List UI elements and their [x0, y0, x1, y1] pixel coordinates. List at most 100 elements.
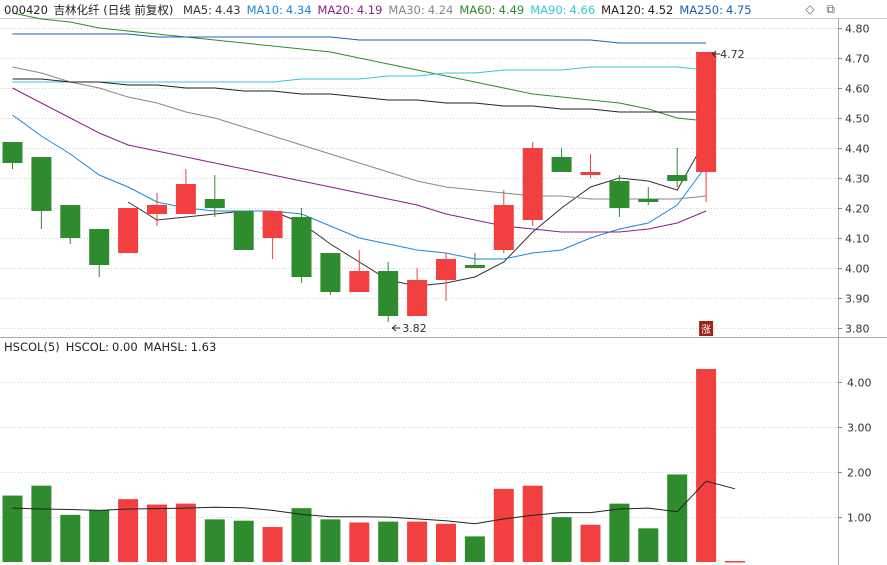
- turnover-bar: [233, 520, 254, 562]
- ma-legend-value: 4.52: [647, 3, 674, 17]
- sub-legend-item: HSCOL(5): [4, 340, 60, 354]
- low-arrow-head: [391, 324, 397, 332]
- candle-body: [349, 271, 370, 292]
- turnover-bar: [31, 485, 52, 562]
- candle-body: [667, 175, 688, 181]
- turnover-bar: [436, 523, 456, 562]
- sub-legend: HSCOL(5) HSCOL: 0.00 MAHSL: 1.63: [4, 340, 222, 354]
- turnover-bar: [2, 495, 23, 562]
- turnover-bar: [118, 499, 139, 562]
- stock-code: 000420: [4, 3, 48, 17]
- turnover-bar: [262, 526, 283, 562]
- turnover-bar: [320, 519, 341, 562]
- candle-body: [378, 271, 399, 316]
- y-tick-label: 4.80: [845, 23, 870, 36]
- candle-body: [147, 205, 167, 214]
- candle-body: [320, 253, 341, 292]
- candle-body: [522, 148, 543, 220]
- ma-legend-item: MA90:: [530, 3, 567, 17]
- ma-line-ma90: [12, 66, 707, 83]
- turnover-bar: [493, 488, 514, 562]
- turnover-bar-trailing: [725, 561, 745, 563]
- sub-legend-item: MAHSL:: [143, 340, 188, 354]
- candle-body: [175, 184, 196, 214]
- candle-body: [204, 199, 225, 208]
- ma-legend-value: 4.19: [356, 3, 383, 17]
- turnover-bar: [522, 485, 543, 562]
- candle-body: [262, 211, 283, 238]
- y-tick-label: 4.20: [845, 203, 870, 216]
- ma-legend-value: 4.34: [285, 3, 312, 17]
- restore-icon[interactable]: ⧉: [826, 2, 835, 16]
- ma-legend-item: MA60:: [459, 3, 496, 17]
- turnover-bar: [580, 524, 601, 562]
- ma-legend-list: MA5: 4.43 MA10: 4.34 MA20: 4.19 MA30: 4.24 MA60:…: [183, 3, 758, 17]
- turnover-bar: [667, 474, 688, 562]
- sub-legend-item: HSCOL:: [65, 340, 110, 354]
- sub-y-tick-label: 1.00: [847, 512, 872, 525]
- y-tick-label: 4.50: [845, 113, 870, 126]
- sub-legend-value: 0.00: [112, 340, 138, 354]
- ma-legend-value: 4.49: [498, 3, 525, 17]
- candle-body: [407, 280, 428, 316]
- sub-y-tick-label: 2.00: [847, 467, 872, 480]
- diamond-icon[interactable]: ◇: [805, 2, 815, 16]
- candle-body: [638, 199, 659, 202]
- ma-legend-item: MA10:: [246, 3, 283, 17]
- candle-body: [291, 217, 312, 277]
- candle-body: [609, 181, 630, 208]
- y-tick-label: 4.40: [845, 143, 870, 156]
- candle-body: [580, 172, 601, 175]
- turnover-bar: [147, 504, 167, 562]
- ma-line-ma20: [12, 87, 707, 233]
- y-tick-label: 3.80: [845, 323, 870, 336]
- zhang-badge: [699, 321, 714, 336]
- ma-legend-item: MA20:: [317, 3, 354, 17]
- y-tick-label: 4.30: [845, 173, 870, 186]
- turnover-bar: [638, 528, 659, 562]
- mahsl-line: [12, 480, 736, 525]
- candle-body: [436, 259, 456, 280]
- ma-legend-value: 4.24: [427, 3, 454, 17]
- ma-legend-item: MA30:: [388, 3, 425, 17]
- turnover-bar: [89, 510, 110, 562]
- turnover-bar: [696, 368, 717, 562]
- y-tick-label: 3.90: [845, 293, 870, 306]
- ma-legend-item: MA5:: [183, 3, 212, 17]
- turnover-bar: [407, 521, 428, 562]
- period-label: (日线 前复权): [103, 3, 174, 17]
- sub-y-tick-label: 4.00: [847, 377, 872, 390]
- turnover-bar: [349, 522, 370, 562]
- candle-body: [60, 205, 81, 238]
- high-price-label: 4.72: [720, 48, 745, 61]
- turnover-bar: [60, 514, 81, 562]
- main-legend: 000420 吉林化纤 (日线 前复权) MA5: 4.43 MA10: 4.34 MA…: [4, 2, 764, 18]
- candle-body: [2, 142, 23, 163]
- ma-legend-item: MA120:: [601, 3, 645, 17]
- ma-line-ma30: [12, 66, 707, 200]
- sub-legend-value: 1.63: [190, 340, 217, 354]
- top-right-icons: ◇ ⧉: [797, 2, 835, 17]
- turnover-bar: [291, 508, 312, 562]
- candle-body: [118, 208, 139, 253]
- candle-body: [464, 265, 485, 268]
- turnover-bar: [378, 521, 399, 562]
- candle-body: [233, 211, 254, 250]
- stock-name: 吉林化纤: [53, 3, 100, 17]
- candle-body: [89, 229, 110, 265]
- zhang-badge-text: 涨: [701, 324, 711, 336]
- candle-body: [31, 157, 52, 211]
- ma-legend-value: 4.66: [569, 3, 596, 17]
- ma-line-ma120: [12, 78, 707, 113]
- y-tick-label: 4.60: [845, 83, 870, 96]
- turnover-bar: [551, 517, 572, 562]
- low-price-label: 3.82: [402, 322, 427, 335]
- ma-legend-value: 4.75: [726, 3, 752, 17]
- y-tick-label: 4.00: [845, 263, 870, 276]
- ma-line-ma10: [12, 114, 707, 260]
- ma-line-ma250: [12, 33, 707, 44]
- turnover-bar: [464, 536, 485, 562]
- ma-legend-item: MA250:: [679, 3, 723, 17]
- turnover-bar: [609, 503, 630, 562]
